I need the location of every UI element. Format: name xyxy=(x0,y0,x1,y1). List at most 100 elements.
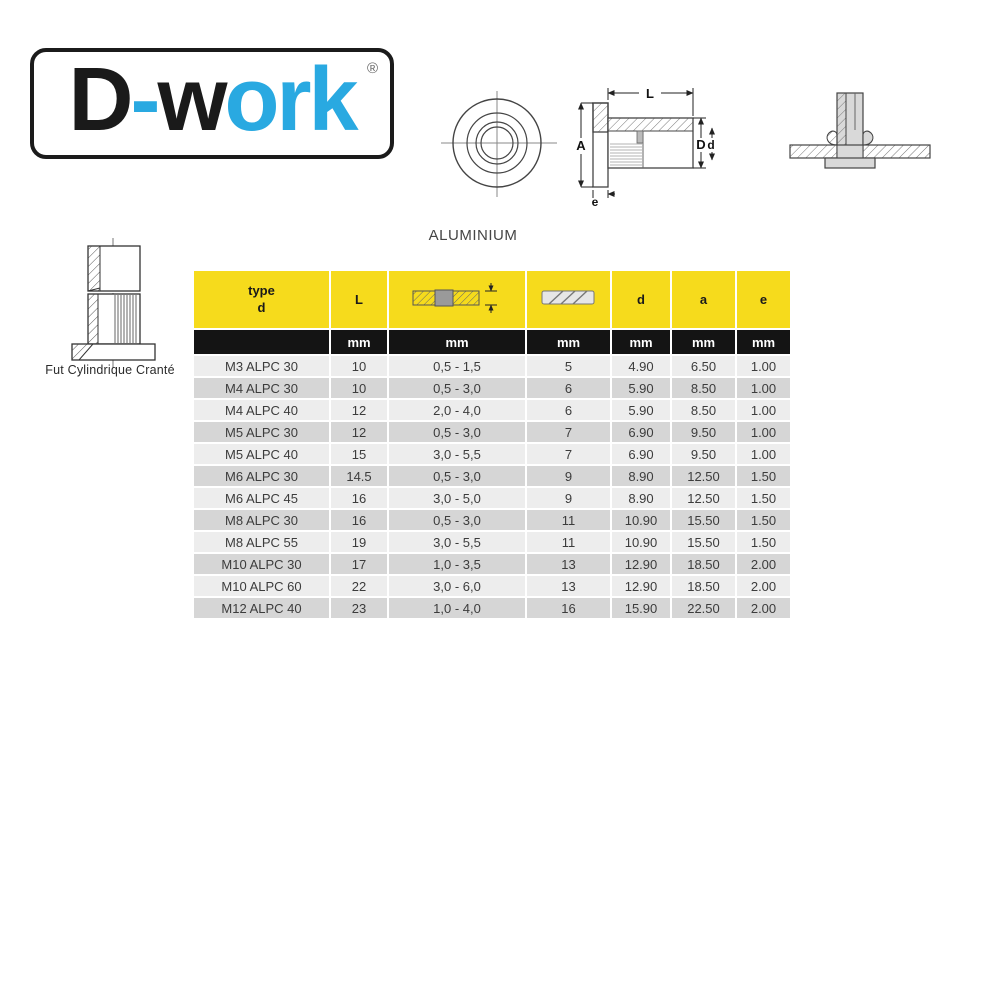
dim-label-A: A xyxy=(576,138,586,153)
table-cell: M5 ALPC 30 xyxy=(192,420,331,444)
table-row: M3 ALPC 30 10 0,5 - 1,5 5 4.90 6.50 1.00 xyxy=(192,354,792,378)
side-view-drawing: L A D d e xyxy=(576,86,715,208)
col-header-type: type d xyxy=(192,269,331,330)
table-cell: M3 ALPC 30 xyxy=(192,354,331,378)
table-cell: 3,0 - 5,5 xyxy=(387,530,527,554)
table-cell: 12 xyxy=(329,420,389,444)
table-cell: 9.50 xyxy=(670,420,737,444)
table-cell: 6.90 xyxy=(610,442,672,466)
table-cell: 15.90 xyxy=(610,596,672,620)
unit-cell: mm xyxy=(735,328,792,356)
table-cell: M8 ALPC 30 xyxy=(192,508,331,532)
table-cell: 16 xyxy=(525,596,612,620)
table-cell: 17 xyxy=(329,552,389,576)
table-cell: M10 ALPC 30 xyxy=(192,552,331,576)
brand-logo: D-work ® xyxy=(30,48,394,159)
table-cell: 2.00 xyxy=(735,596,792,620)
table-cell: 10.90 xyxy=(610,530,672,554)
dim-label-e: e xyxy=(592,195,599,208)
col-header-grip xyxy=(387,269,527,330)
drill-diameter-icon xyxy=(541,290,594,305)
table-row: M8 ALPC 30 16 0,5 - 3,0 11 10.90 15.50 1.50 xyxy=(192,508,792,532)
table-cell: M6 ALPC 45 xyxy=(192,486,331,510)
table-cell: 5.90 xyxy=(610,376,672,400)
col-header-e: e xyxy=(735,269,792,330)
table-cell: 8.50 xyxy=(670,398,737,422)
section-title: ALUMINIUM xyxy=(428,227,518,244)
table-row: M10 ALPC 60 22 3,0 - 6,0 13 12.90 18.50 2.00 xyxy=(192,574,792,598)
table-cell: 11 xyxy=(525,530,612,554)
col-header-L: L xyxy=(329,269,389,330)
table-cell: 1.00 xyxy=(735,376,792,400)
table-cell: 0,5 - 3,0 xyxy=(387,464,527,488)
table-cell: 14.5 xyxy=(329,464,389,488)
table-cell: 8.90 xyxy=(610,486,672,510)
units-row: mm mm mm mm mm mm xyxy=(192,328,792,356)
table-row: M5 ALPC 30 12 0,5 - 3,0 7 6.90 9.50 1.00 xyxy=(192,420,792,444)
unit-cell: mm xyxy=(525,328,612,356)
table-cell: 12.90 xyxy=(610,574,672,598)
table-cell: 1.00 xyxy=(735,354,792,378)
table-cell: 16 xyxy=(329,508,389,532)
table-cell: 23 xyxy=(329,596,389,620)
table-cell: 0,5 - 1,5 xyxy=(387,354,527,378)
col-header-a: a xyxy=(670,269,737,330)
header-row: type d L xyxy=(192,269,792,330)
logo-part: ork xyxy=(224,49,358,150)
table-cell: 1,0 - 3,5 xyxy=(387,552,527,576)
spec-table-element: type d L xyxy=(192,269,792,620)
table-cell: 13 xyxy=(525,552,612,576)
table-cell: M5 ALPC 40 xyxy=(192,442,331,466)
table-cell: 15.50 xyxy=(670,530,737,554)
table-cell: M10 ALPC 60 xyxy=(192,574,331,598)
logo-part: w xyxy=(157,49,227,150)
table-cell: 22 xyxy=(329,574,389,598)
table-cell: 5 xyxy=(525,354,612,378)
table-cell: 1.50 xyxy=(735,486,792,510)
table-cell: 0,5 - 3,0 xyxy=(387,376,527,400)
table-cell: 3,0 - 5,0 xyxy=(387,486,527,510)
table-cell: 9.50 xyxy=(670,442,737,466)
unit-cell: mm xyxy=(387,328,527,356)
table-cell: 1.50 xyxy=(735,508,792,532)
table-cell: 12.90 xyxy=(610,552,672,576)
installed-view-drawing xyxy=(789,92,931,169)
table-cell: 9 xyxy=(525,464,612,488)
table-cell: 3,0 - 6,0 xyxy=(387,574,527,598)
table-cell: 0,5 - 3,0 xyxy=(387,508,527,532)
grip-range-icon xyxy=(412,283,497,313)
table-cell: 6 xyxy=(525,398,612,422)
table-cell: 13 xyxy=(525,574,612,598)
spec-table: type d L xyxy=(192,269,792,620)
table-cell: 1.00 xyxy=(735,420,792,444)
table-cell: 18.50 xyxy=(670,574,737,598)
table-cell: 8.90 xyxy=(610,464,672,488)
table-cell: M6 ALPC 30 xyxy=(192,464,331,488)
table-cell: 5.90 xyxy=(610,398,672,422)
table-cell: 10 xyxy=(329,376,389,400)
brand-logo-text: D-work xyxy=(68,55,358,145)
table-row: M6 ALPC 30 14.5 0,5 - 3,0 9 8.90 12.50 1.50 xyxy=(192,464,792,488)
table-cell: 7 xyxy=(525,420,612,444)
table-cell: 16 xyxy=(329,486,389,510)
table-row: M5 ALPC 40 15 3,0 - 5,5 7 6.90 9.50 1.00 xyxy=(192,442,792,466)
table-cell: M12 ALPC 40 xyxy=(192,596,331,620)
col-header-d: d xyxy=(610,269,672,330)
table-cell: 2.00 xyxy=(735,552,792,576)
table-cell: 1.00 xyxy=(735,442,792,466)
table-cell: 10 xyxy=(329,354,389,378)
table-cell: 9 xyxy=(525,486,612,510)
table-cell: 19 xyxy=(329,530,389,554)
logo-part: - xyxy=(130,49,160,150)
table-cell: 15.50 xyxy=(670,508,737,532)
table-cell: 1.50 xyxy=(735,530,792,554)
table-body: M3 ALPC 30 10 0,5 - 1,5 5 4.90 6.50 1.00 M4 ALP… xyxy=(192,354,792,620)
table-row: M4 ALPC 30 10 0,5 - 3,0 6 5.90 8.50 1.00 xyxy=(192,376,792,400)
col-header-drill xyxy=(525,269,612,330)
table-cell: 1.50 xyxy=(735,464,792,488)
dim-label-L: L xyxy=(646,86,654,101)
unit-cell xyxy=(192,328,331,356)
logo-part: D xyxy=(68,49,133,150)
table-cell: M4 ALPC 40 xyxy=(192,398,331,422)
